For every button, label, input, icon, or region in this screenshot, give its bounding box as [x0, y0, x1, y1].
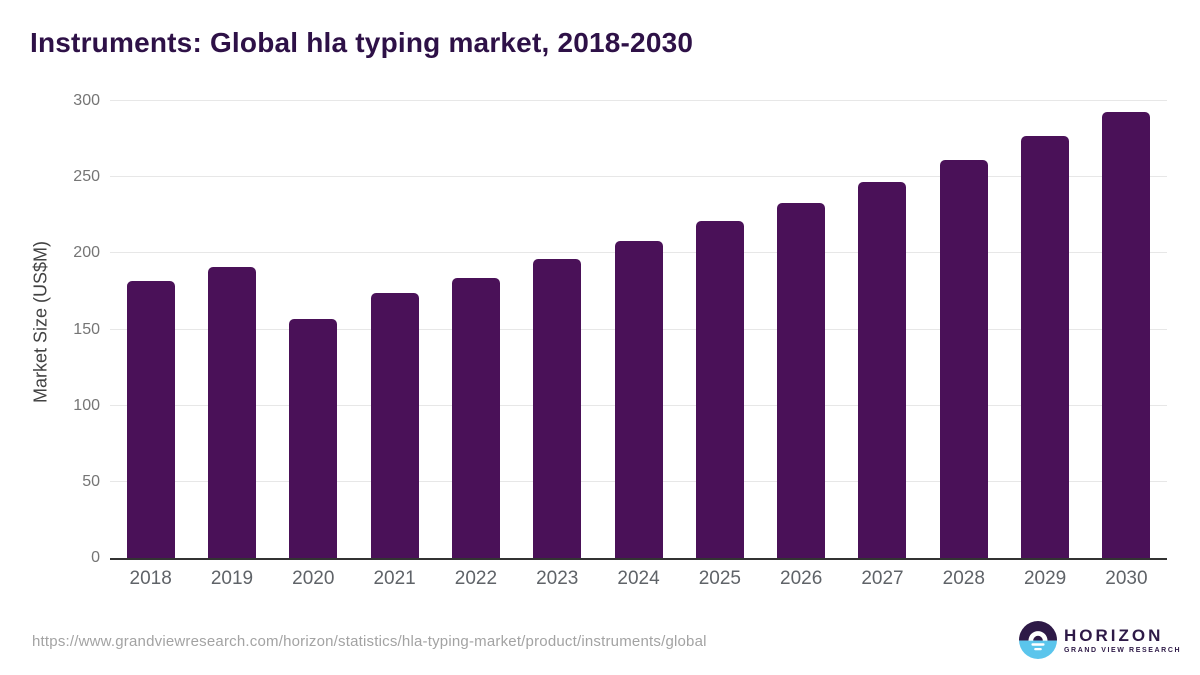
bar-column-2029: [1004, 101, 1085, 558]
bar-2026: [777, 203, 826, 558]
chart-title: Instruments: Global hla typing market, 2…: [30, 27, 694, 58]
bar-column-2019: [191, 101, 272, 558]
bar-2018: [126, 280, 175, 558]
bar-column-2027: [842, 101, 923, 558]
bar-2030: [1102, 111, 1151, 558]
bar-2022: [451, 277, 500, 558]
source-url: https://www.grandviewresearch.com/horizo…: [32, 633, 707, 650]
x-tick-2029: 2029: [1023, 568, 1067, 589]
logo-brand: HORIZON: [1064, 625, 1164, 645]
bar-2027: [858, 181, 907, 558]
logo-subbrand: GRAND VIEW RESEARCH: [1064, 646, 1182, 654]
bar-2028: [939, 160, 988, 558]
y-tick-150: 150: [73, 320, 100, 338]
y-axis-ticks: 0 50 100 150 200 250 300: [30, 93, 100, 566]
bar-2021: [370, 292, 419, 558]
x-tick-2030: 2030: [1105, 568, 1148, 589]
x-tick-2027: 2027: [861, 568, 904, 589]
bar-2029: [1021, 136, 1070, 558]
bar-2023: [533, 259, 582, 558]
x-tick-2025: 2025: [698, 568, 741, 589]
y-tick-300: 300: [73, 92, 100, 109]
x-tick-2018: 2018: [129, 568, 172, 589]
x-tick-2021: 2021: [373, 568, 416, 589]
x-tick-2028: 2028: [942, 568, 985, 589]
x-tick-2019: 2019: [210, 568, 254, 589]
bar-column-2021: [354, 101, 435, 558]
bar-2025: [695, 221, 744, 558]
bar-column-2028: [923, 101, 1004, 558]
logo-text: HORIZON GRAND VIEW RESEARCH: [1064, 627, 1181, 654]
bar-column-2018: [110, 101, 191, 558]
x-tick-2026: 2026: [780, 568, 823, 589]
y-tick-100: 100: [73, 396, 100, 414]
bar-column-2022: [435, 101, 516, 558]
plot-area: [110, 100, 1167, 560]
y-tick-200: 200: [73, 244, 100, 262]
x-axis-labels: 2018 2019 2020 2021 2022 2023 2024 2025 2026 2027…: [110, 568, 1167, 590]
bar-column-2025: [679, 101, 760, 558]
bar-2019: [207, 267, 256, 558]
y-tick-250: 250: [73, 168, 100, 186]
bar-2020: [289, 318, 338, 558]
bar-column-2023: [517, 101, 598, 558]
bar-column-2030: [1086, 101, 1167, 558]
bar-column-2020: [273, 101, 354, 558]
x-tick-2024: 2024: [617, 568, 660, 589]
bar-column-2024: [598, 101, 679, 558]
bar-2024: [614, 241, 663, 558]
x-tick-2023: 2023: [536, 568, 579, 589]
x-tick-2020: 2020: [292, 568, 335, 589]
y-tick-0: 0: [91, 549, 100, 566]
horizon-logo: HORIZON GRAND VIEW RESEARCH: [1019, 621, 1181, 659]
x-tick-2022: 2022: [454, 568, 498, 589]
gridline-300: [110, 100, 1167, 101]
y-tick-50: 50: [82, 472, 100, 490]
bars: [110, 101, 1167, 558]
horizon-logo-icon: [1019, 621, 1057, 659]
bar-column-2026: [761, 101, 842, 558]
gridline-250: [110, 176, 1167, 178]
